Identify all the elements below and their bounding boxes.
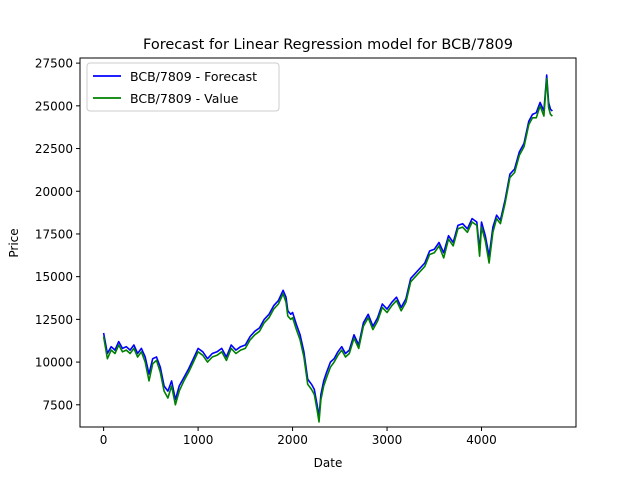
y-tick-label: 20000 (35, 185, 73, 199)
plot-lines (102, 74, 553, 423)
y-tick-label: 17500 (35, 227, 73, 241)
legend-label-forecast: BCB/7809 - Forecast (130, 69, 257, 84)
x-tick-label: 0 (100, 433, 108, 447)
x-tick-label: 1000 (183, 433, 214, 447)
legend: BCB/7809 - Forecast BCB/7809 - Value (86, 62, 280, 112)
y-axis: 7500 10000 12500 15000 17500 20000 22500 25000 2… (35, 57, 80, 412)
y-tick-label: 12500 (35, 313, 73, 327)
y-tick-label: 15000 (35, 270, 73, 284)
legend-box (86, 62, 280, 112)
y-tick-label: 27500 (35, 57, 73, 71)
y-tick-label: 7500 (42, 398, 73, 412)
x-axis: 0 1000 2000 3000 4000 (100, 427, 497, 447)
y-tick-label: 10000 (35, 356, 73, 370)
y-tick-label: 25000 (35, 99, 73, 113)
y-axis-label: Price (7, 228, 21, 257)
x-axis-label: Date (314, 456, 343, 470)
series-line-forecast (102, 74, 553, 418)
x-tick-label: 2000 (277, 433, 308, 447)
x-tick-label: 4000 (466, 433, 497, 447)
plot-frame (79, 57, 577, 428)
x-tick-label: 3000 (372, 433, 403, 447)
y-tick-label: 22500 (35, 142, 73, 156)
chart-title: Forecast for Linear Regression model for… (143, 37, 513, 53)
legend-label-value: BCB/7809 - Value (130, 91, 239, 106)
series-line-value (102, 77, 553, 423)
